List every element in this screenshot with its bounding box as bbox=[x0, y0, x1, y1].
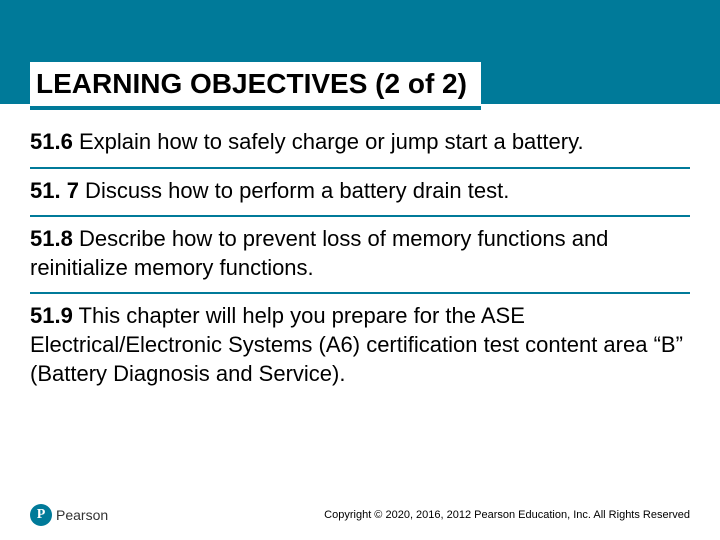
objectives-list: 51.6 Explain how to safely charge or jum… bbox=[30, 120, 690, 398]
objective-text: Explain how to safely charge or jump sta… bbox=[73, 129, 584, 154]
copyright-text: Copyright © 2020, 2016, 2012 Pearson Edu… bbox=[324, 509, 690, 521]
objective-item: 51.6 Explain how to safely charge or jum… bbox=[30, 120, 690, 169]
objective-number: 51.8 bbox=[30, 226, 73, 251]
publisher-logo: P Pearson bbox=[30, 504, 108, 526]
footer: P Pearson Copyright © 2020, 2016, 2012 P… bbox=[30, 504, 690, 526]
objective-item: 51.8 Describe how to prevent loss of mem… bbox=[30, 217, 690, 294]
logo-mark-icon: P bbox=[30, 504, 52, 526]
page-title: LEARNING OBJECTIVES (2 of 2) bbox=[30, 62, 481, 110]
objective-text: Describe how to prevent loss of memory f… bbox=[30, 226, 608, 280]
objective-item: 51. 7 Discuss how to perform a battery d… bbox=[30, 169, 690, 218]
objective-number: 51.6 bbox=[30, 129, 73, 154]
objective-number: 51. 7 bbox=[30, 178, 79, 203]
objective-number: 51.9 bbox=[30, 303, 73, 328]
header-band: LEARNING OBJECTIVES (2 of 2) bbox=[0, 0, 720, 104]
objective-item: 51.9 This chapter will help you prepare … bbox=[30, 294, 690, 398]
logo-text: Pearson bbox=[56, 507, 108, 523]
objective-text: Discuss how to perform a battery drain t… bbox=[79, 178, 509, 203]
objective-text: This chapter will help you prepare for t… bbox=[30, 303, 683, 385]
